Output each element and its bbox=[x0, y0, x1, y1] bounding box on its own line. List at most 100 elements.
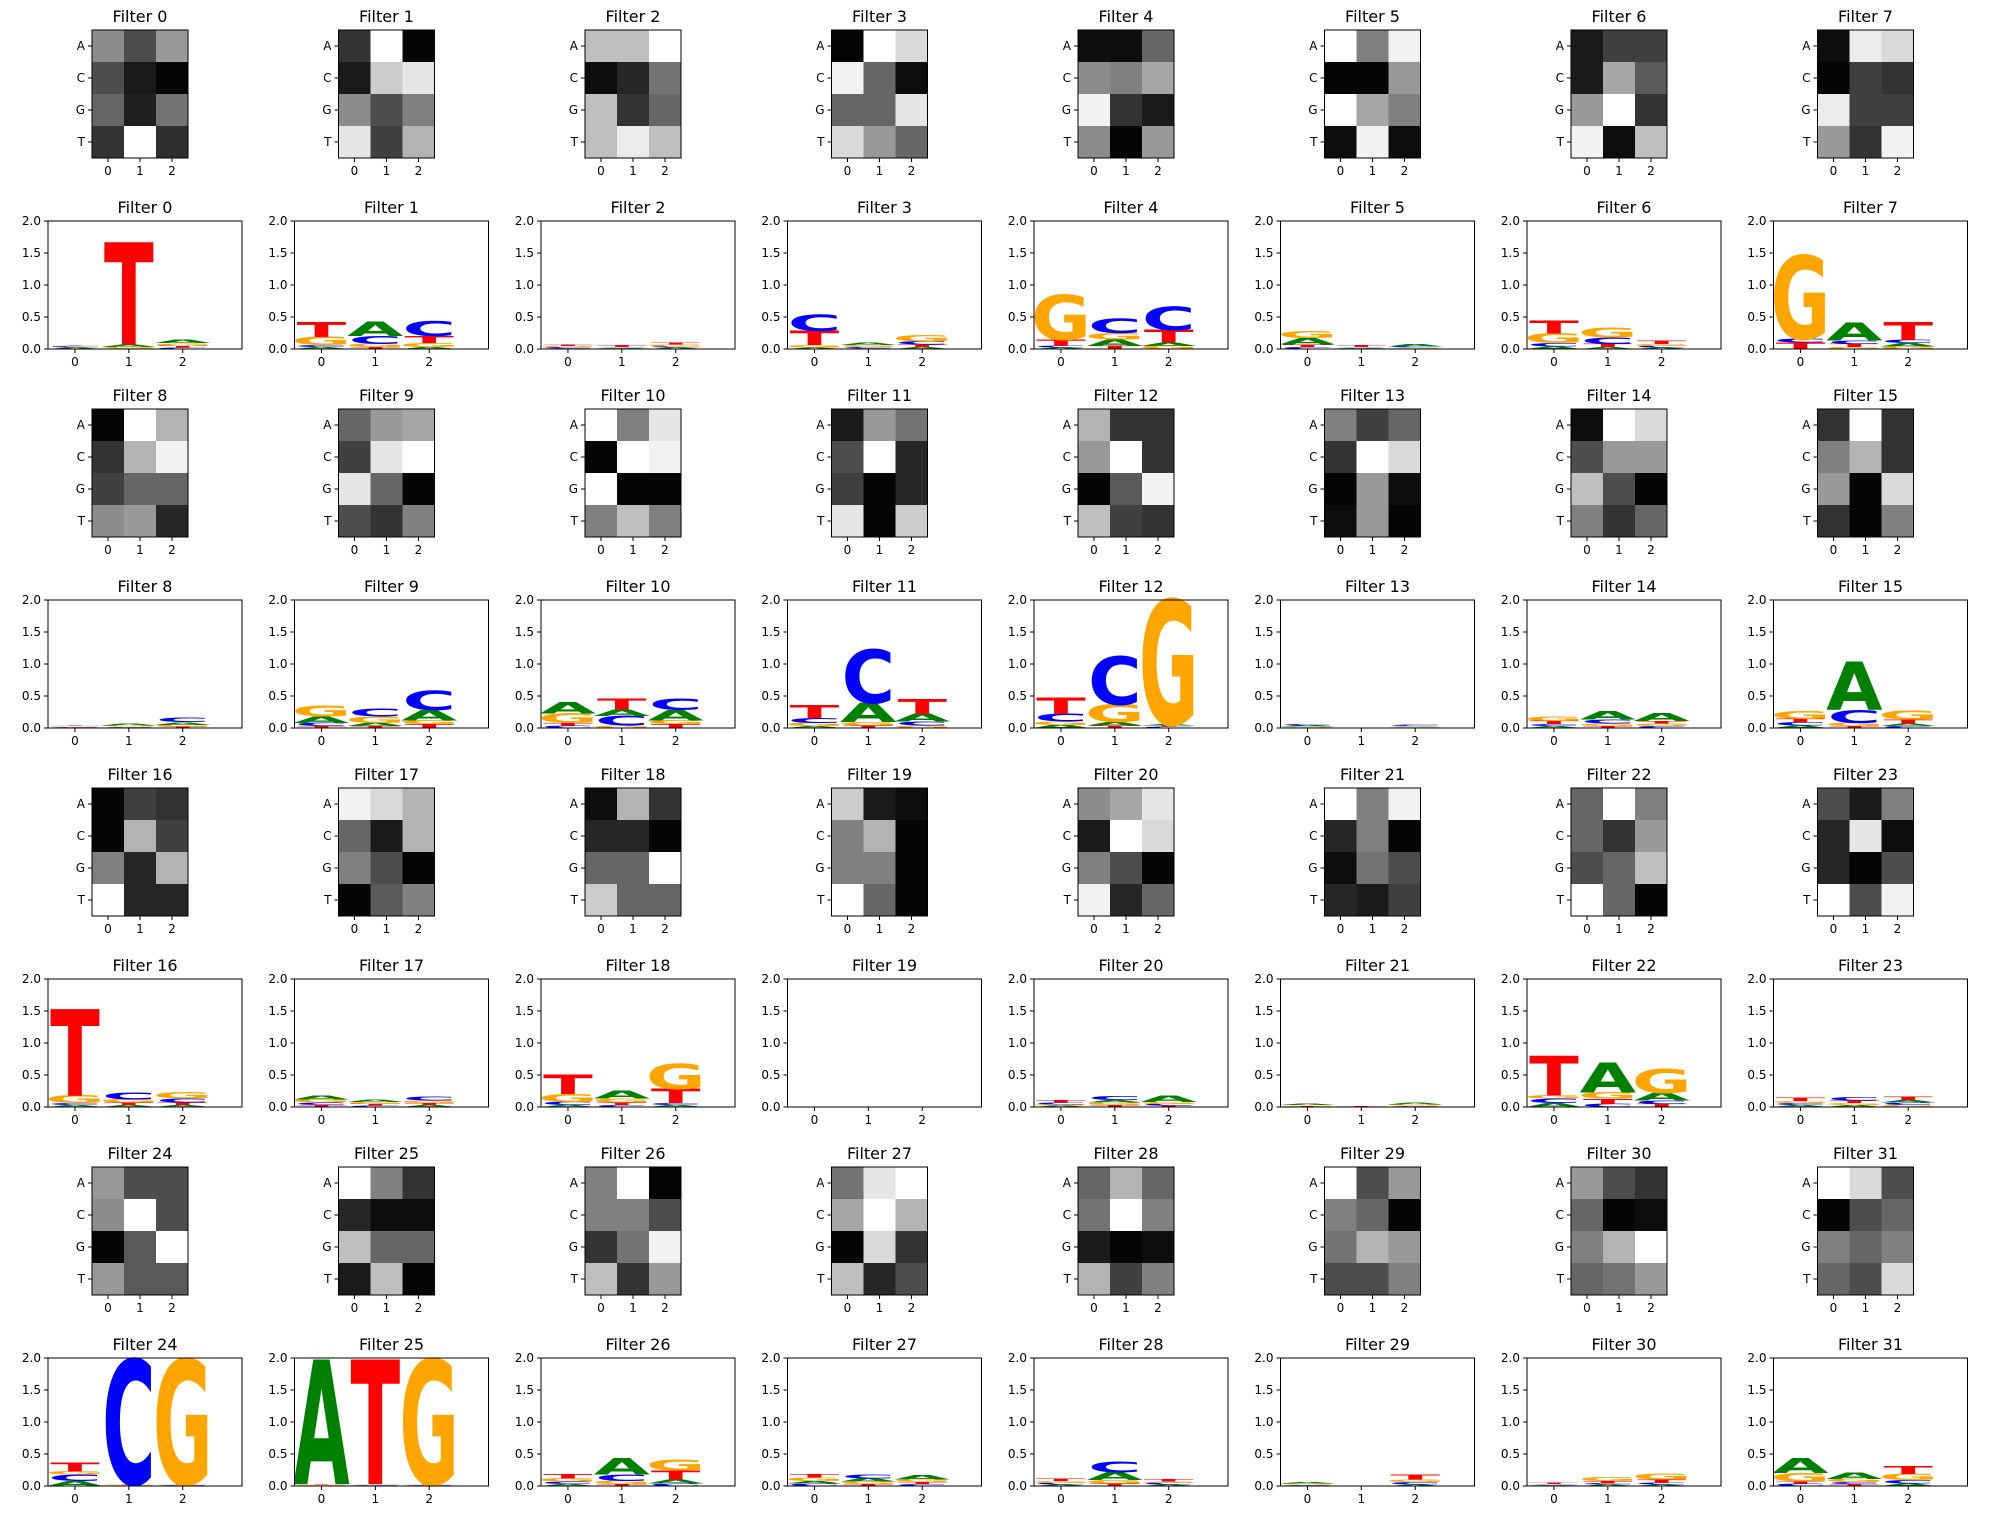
logo-letter: C bbox=[649, 1103, 702, 1106]
logo-letter: C bbox=[595, 347, 648, 348]
x-tick-label: 1 bbox=[383, 922, 391, 936]
heatmap-cell bbox=[92, 1199, 124, 1231]
heatmap-cell bbox=[1849, 852, 1882, 884]
x-tick-label: 2 bbox=[1165, 355, 1173, 369]
heatmap-cell bbox=[124, 1167, 156, 1199]
logo-letter: C bbox=[1034, 1482, 1087, 1485]
x-tick-label: 2 bbox=[425, 1492, 433, 1506]
y-tick-label: T bbox=[1802, 893, 1811, 907]
heatmap-cell bbox=[1603, 62, 1635, 94]
heatmap-cell bbox=[338, 1199, 371, 1231]
x-tick-label: 2 bbox=[1154, 922, 1162, 936]
y-tick-label: 0.5 bbox=[515, 1447, 534, 1461]
x-tick-label: 2 bbox=[661, 164, 669, 178]
logo-letter: G bbox=[45, 1094, 105, 1106]
x-tick-label: 0 bbox=[1337, 1301, 1345, 1315]
y-tick-label: G bbox=[1555, 1240, 1564, 1254]
heatmap-cell bbox=[1388, 852, 1421, 884]
logo-letter: A bbox=[47, 347, 104, 349]
heatmap-cell bbox=[338, 505, 371, 537]
y-tick-label: C bbox=[570, 829, 578, 843]
heatmap-cell bbox=[1635, 1231, 1667, 1263]
heatmap-cell bbox=[1388, 409, 1421, 441]
y-tick-label: G bbox=[322, 861, 331, 875]
y-tick-label: G bbox=[322, 1240, 331, 1254]
y-tick-label: 1.5 bbox=[22, 246, 41, 260]
x-tick-label: 0 bbox=[811, 1113, 819, 1127]
logo-letter: C bbox=[1389, 724, 1442, 726]
logo-letter: G bbox=[153, 724, 213, 727]
heatmap-cell bbox=[863, 126, 896, 158]
heatmap-cell bbox=[895, 441, 928, 473]
logo-letter: G bbox=[838, 345, 898, 348]
heatmap-cell bbox=[1324, 820, 1357, 852]
y-tick-label: 0.5 bbox=[268, 689, 287, 703]
y-tick-label: G bbox=[76, 1240, 85, 1254]
heatmap-cell bbox=[402, 94, 435, 126]
heatmap-cell bbox=[124, 94, 156, 126]
pwm-heatmap-panel: Filter 11 A C G T 0 1 2 bbox=[815, 386, 928, 557]
y-tick-label: 2.0 bbox=[1008, 214, 1027, 228]
logo-title: Filter 2 bbox=[611, 198, 666, 217]
x-tick-label: 0 bbox=[1057, 355, 1065, 369]
y-tick-label: 1.5 bbox=[515, 246, 534, 260]
heatmap-cell bbox=[863, 788, 896, 820]
heatmap-cell bbox=[831, 62, 864, 94]
logo-letter: T bbox=[1883, 1096, 1933, 1101]
logo-letter: G bbox=[838, 721, 898, 726]
heatmap-cell bbox=[124, 820, 156, 852]
y-tick-label: 1.5 bbox=[1747, 246, 1766, 260]
logo-letter: A bbox=[648, 347, 705, 349]
heatmap-cell bbox=[402, 441, 435, 473]
logo-letter: T bbox=[1637, 1479, 1687, 1484]
logo-title: Filter 7 bbox=[1843, 198, 1898, 217]
logo-letter: G bbox=[1278, 1105, 1338, 1106]
heatmap-cell bbox=[1388, 1167, 1421, 1199]
heatmap-cell bbox=[1388, 1199, 1421, 1231]
x-tick-label: 0 bbox=[1090, 1301, 1098, 1315]
heatmap-cell bbox=[649, 30, 681, 62]
logo-title: Filter 31 bbox=[1838, 1335, 1903, 1354]
logo-letter: A bbox=[1087, 1471, 1143, 1483]
x-tick-label: 2 bbox=[1894, 922, 1902, 936]
logo-letter: A bbox=[840, 1478, 896, 1483]
logo-title: Filter 25 bbox=[359, 1335, 424, 1354]
x-tick-label: 1 bbox=[876, 922, 884, 936]
heatmap-cell bbox=[402, 409, 435, 441]
x-tick-label: 2 bbox=[1154, 543, 1162, 557]
logo-letter: A bbox=[1634, 347, 1691, 349]
heatmap-cell bbox=[895, 1231, 928, 1263]
heatmap-title: Filter 3 bbox=[852, 7, 907, 26]
y-tick-label: T bbox=[77, 893, 86, 907]
heatmap-cell bbox=[1571, 820, 1603, 852]
y-tick-label: 1.5 bbox=[1747, 1004, 1766, 1018]
y-tick-label: T bbox=[816, 514, 825, 528]
logo-letter: C bbox=[595, 1105, 648, 1108]
logo-title: Filter 30 bbox=[1591, 1335, 1656, 1354]
logo-letter: G bbox=[1878, 346, 1938, 350]
y-tick-label: G bbox=[1308, 482, 1317, 496]
x-tick-label: 0 bbox=[811, 734, 819, 748]
heatmap-cell bbox=[1635, 1199, 1667, 1231]
y-tick-label: 1.5 bbox=[268, 1004, 287, 1018]
heatmap-cell bbox=[1849, 94, 1882, 126]
x-tick-label: 2 bbox=[1165, 734, 1173, 748]
logo-letter: T bbox=[1829, 1100, 1879, 1104]
y-tick-label: 1.0 bbox=[1008, 278, 1027, 292]
heatmap-title: Filter 29 bbox=[1340, 1144, 1405, 1163]
y-tick-label: G bbox=[1555, 103, 1564, 117]
y-tick-label: C bbox=[1063, 829, 1071, 843]
heatmap-cell bbox=[1635, 62, 1667, 94]
x-tick-label: 0 bbox=[1583, 164, 1591, 178]
heatmap-cell bbox=[370, 126, 403, 158]
logo-letter: G bbox=[1524, 331, 1584, 346]
heatmap-cell bbox=[1817, 473, 1850, 505]
logo-title: Filter 5 bbox=[1350, 198, 1405, 217]
heatmap-cell bbox=[863, 30, 896, 62]
heatmap-cell bbox=[1078, 409, 1110, 441]
heatmap-cell bbox=[1324, 94, 1357, 126]
logo-letter: G bbox=[785, 1477, 845, 1482]
